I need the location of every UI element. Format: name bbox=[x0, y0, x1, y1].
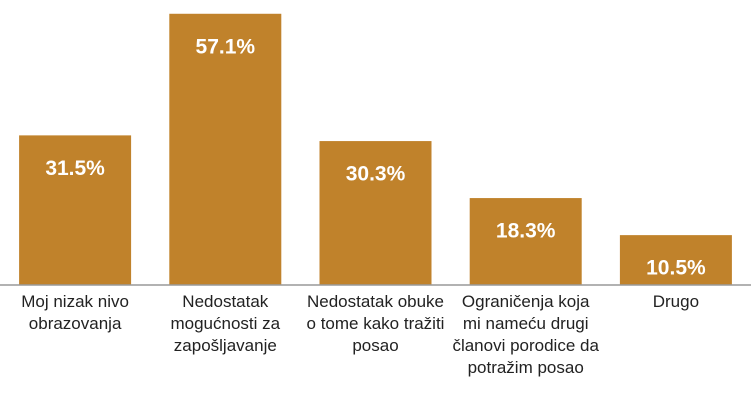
bar bbox=[619, 235, 732, 285]
x-tick-label: Drugo bbox=[652, 292, 700, 311]
data-label: 31.5% bbox=[45, 157, 105, 180]
bar bbox=[19, 135, 132, 285]
data-label: 30.3% bbox=[346, 163, 406, 186]
data-label: 57.1% bbox=[196, 35, 256, 58]
bar bbox=[169, 13, 282, 286]
x-tick-label: Moj nizak nivo obrazovanja bbox=[21, 292, 129, 333]
x-tick-label: Nedostatak mogućnosti za zapošljavanje bbox=[170, 292, 281, 355]
x-tick-label: Ograničenja koja mi nameću drugi članovi… bbox=[452, 292, 599, 377]
data-label: 10.5% bbox=[646, 257, 706, 280]
data-label: 18.3% bbox=[496, 220, 556, 243]
bar bbox=[319, 141, 432, 285]
x-tick-label: Nedostatak obuke o tome kako tražiti pos… bbox=[306, 292, 445, 355]
bar bbox=[469, 198, 582, 285]
